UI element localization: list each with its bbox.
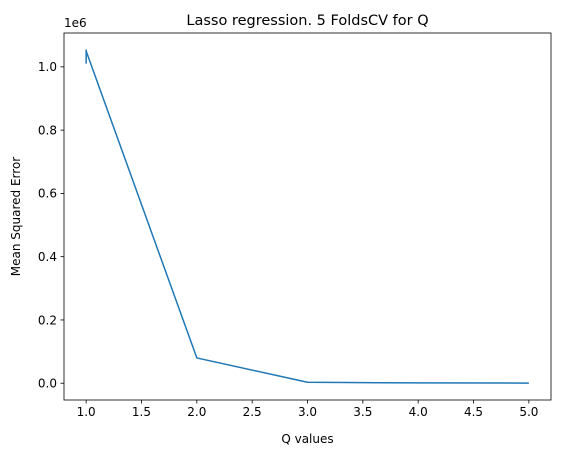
x-tick-label: 1.0 [77, 405, 96, 419]
chart-title: Lasso regression. 5 FoldsCV for Q [186, 13, 428, 29]
plot-frame [63, 32, 552, 401]
y-tick-label: 0.0 [38, 377, 57, 391]
x-tick-label: 5.0 [519, 405, 538, 419]
x-axis-label: Q values [281, 432, 333, 446]
x-tick-label: 3.5 [353, 405, 372, 419]
axis-ticks: 1.0 1.5 2.0 2.5 3.0 3.5 4.0 4.5 5.0 0.0 0.2 0.4 0.6 0… [38, 60, 539, 419]
x-tick-label: 1.5 [132, 405, 151, 419]
x-tick-label: 2.5 [243, 405, 262, 419]
series-line [85, 50, 529, 384]
y-tick-label: 0.8 [38, 123, 57, 137]
y-tick-label: 0.4 [38, 250, 57, 264]
plot-area [85, 49, 529, 384]
x-tick-label: 4.0 [409, 405, 428, 419]
x-tick-label: 3.0 [298, 405, 317, 419]
x-tick-label: 4.5 [464, 405, 483, 419]
y-tick-label: 0.2 [38, 313, 57, 327]
y-tick-label: 1.0 [38, 60, 57, 74]
y-tick-label: 0.6 [38, 187, 57, 201]
x-tick-label: 2.0 [187, 405, 206, 419]
y-offset-label: 1e6 [64, 16, 87, 30]
y-axis-label: Mean Squared Error [9, 157, 23, 277]
